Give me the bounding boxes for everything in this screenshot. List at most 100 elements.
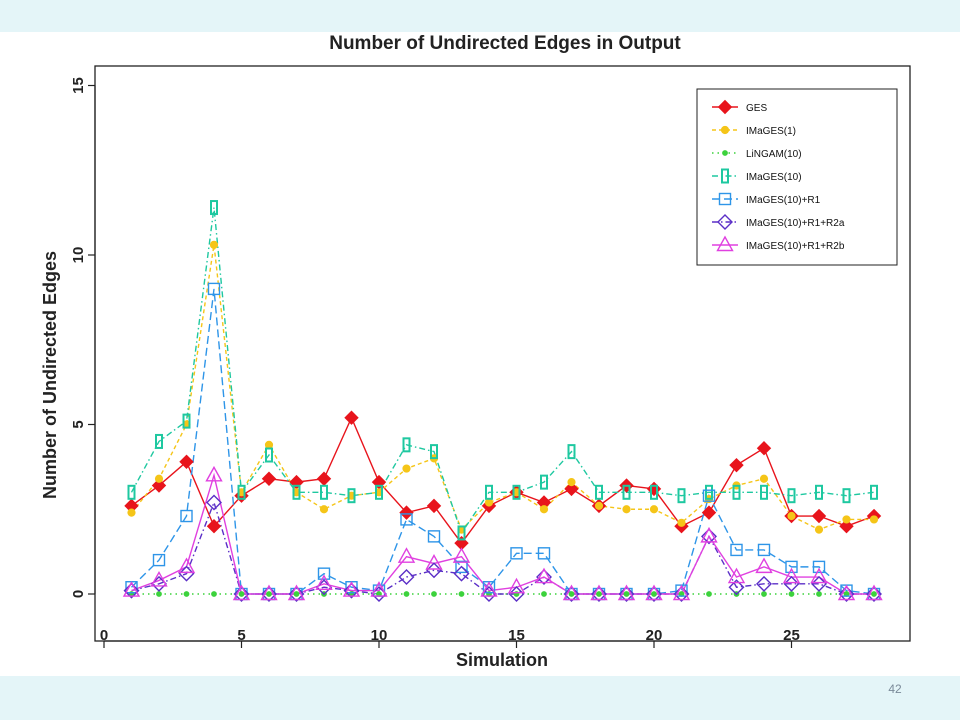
data-point-s3-18 bbox=[622, 484, 631, 500]
data-point-s6-18 bbox=[617, 584, 636, 601]
data-point-s3-5 bbox=[265, 447, 273, 463]
data-point-s3-10-shape bbox=[402, 437, 411, 453]
data-point-s3-26-shape bbox=[842, 488, 851, 504]
data-point-s3-8 bbox=[347, 488, 356, 504]
x-tick-label: 5 bbox=[237, 627, 245, 644]
data-point-s3-1-shape bbox=[155, 433, 163, 449]
data-point-s6-27 bbox=[865, 584, 883, 601]
y-tick-label: 0 bbox=[70, 590, 87, 598]
data-point-s6-1 bbox=[150, 570, 168, 587]
data-point-s3-12 bbox=[457, 525, 466, 541]
data-point-s1-1 bbox=[154, 474, 164, 483]
y-tick-label: 5 bbox=[70, 420, 87, 428]
data-point-s3-27-shape bbox=[870, 484, 878, 500]
legend-label-2: LiNGAM(10) bbox=[746, 149, 802, 160]
series-line-4 bbox=[131, 288, 875, 595]
data-point-s2-25 bbox=[816, 591, 822, 597]
line-chart: Number of Undirected Edges in Output 0 5 1… bbox=[40, 33, 911, 670]
data-point-s6-7 bbox=[315, 574, 333, 591]
data-point-s2-5 bbox=[266, 591, 272, 597]
data-point-s3-18-shape bbox=[622, 484, 631, 500]
data-point-s2-27 bbox=[871, 591, 877, 597]
data-point-s5-2 bbox=[178, 565, 195, 582]
x-tick-label: 0 bbox=[100, 627, 108, 644]
data-point-s0-1 bbox=[151, 478, 167, 493]
data-point-s4-2 bbox=[180, 509, 193, 523]
data-point-s3-16 bbox=[567, 444, 576, 460]
legend-marker-3-shape bbox=[721, 168, 729, 184]
data-point-s0-3 bbox=[206, 518, 222, 534]
data-point-s3-27 bbox=[870, 484, 878, 500]
data-point-s3-17 bbox=[595, 484, 603, 500]
data-point-s0-10 bbox=[399, 505, 414, 520]
data-point-s6-6 bbox=[287, 584, 306, 601]
data-point-s3-3-shape bbox=[210, 200, 218, 216]
legend-box bbox=[696, 88, 898, 266]
data-point-s1-24 bbox=[787, 511, 796, 521]
data-point-s6-10 bbox=[397, 547, 416, 563]
data-point-s5-0 bbox=[123, 582, 140, 599]
data-point-s4-14 bbox=[510, 547, 523, 560]
data-point-s1-17 bbox=[594, 501, 604, 510]
series-line-1 bbox=[130, 244, 874, 531]
data-point-s4-15 bbox=[537, 547, 551, 560]
series-line-5 bbox=[131, 500, 874, 595]
data-point-s2-12 bbox=[458, 591, 465, 597]
data-point-s3-16-shape bbox=[567, 444, 576, 460]
data-point-s3-7 bbox=[320, 484, 328, 500]
data-point-s5-23 bbox=[756, 575, 772, 592]
legend-label-3: IMaGES(10) bbox=[746, 172, 802, 183]
data-point-s6-22 bbox=[727, 567, 746, 584]
legend-marker-4 bbox=[718, 192, 732, 206]
slide-top-band bbox=[0, 0, 960, 32]
legend-marker-2 bbox=[722, 150, 728, 156]
x-axis-label: Simulation bbox=[456, 650, 548, 670]
data-point-s0-26 bbox=[839, 518, 854, 534]
legend-label-1: IMaGES(1) bbox=[746, 126, 796, 137]
data-point-s5-4 bbox=[233, 586, 250, 602]
data-point-s1-7 bbox=[319, 505, 329, 514]
data-point-s3-14 bbox=[512, 484, 521, 500]
legend-marker-1 bbox=[720, 125, 730, 135]
data-point-s6-9 bbox=[370, 581, 388, 597]
data-point-s4-24 bbox=[785, 560, 798, 574]
data-point-s2-16 bbox=[568, 591, 575, 597]
data-point-s3-20 bbox=[677, 488, 686, 504]
data-point-s6-15 bbox=[535, 567, 553, 584]
data-point-s2-19 bbox=[651, 591, 657, 597]
series-line-3 bbox=[130, 207, 875, 535]
data-point-s1-5 bbox=[264, 440, 274, 449]
data-point-s5-3 bbox=[206, 494, 222, 511]
legend-label-5: IMaGES(10)+R1+R2a bbox=[746, 218, 845, 229]
data-point-s4-21 bbox=[702, 489, 716, 502]
data-point-s3-25-shape bbox=[815, 484, 823, 500]
data-point-s5-25 bbox=[811, 575, 827, 592]
data-point-s6-4 bbox=[232, 584, 251, 601]
data-point-s5-6 bbox=[288, 586, 305, 602]
data-point-s4-12 bbox=[455, 560, 468, 574]
data-point-s3-20-shape bbox=[677, 488, 686, 504]
data-point-s6-5 bbox=[260, 584, 278, 601]
series-line-0 bbox=[131, 415, 875, 545]
data-point-s5-16 bbox=[563, 586, 580, 602]
data-point-s2-23 bbox=[761, 591, 767, 597]
data-point-s1-16 bbox=[567, 478, 576, 487]
data-point-s5-17 bbox=[591, 586, 607, 602]
y-tick-label: 15 bbox=[70, 77, 87, 94]
data-point-s3-13-shape bbox=[485, 484, 493, 500]
data-point-s3-15-shape bbox=[540, 474, 548, 490]
data-point-s6-8 bbox=[342, 581, 361, 597]
data-point-s6-26 bbox=[837, 584, 856, 601]
legend-marker-6 bbox=[716, 235, 734, 252]
data-point-s3-17-shape bbox=[595, 484, 603, 500]
y-tick-label: 10 bbox=[70, 247, 87, 264]
axes: 0 5 10 15 20 25 0 5 10 15 bbox=[70, 77, 800, 648]
data-point-s3-24 bbox=[787, 488, 796, 504]
data-point-s5-14 bbox=[508, 586, 525, 602]
data-point-s4-3 bbox=[207, 282, 221, 296]
data-point-s1-25 bbox=[814, 525, 824, 534]
data-point-s3-9 bbox=[375, 484, 383, 500]
data-point-s2-6 bbox=[293, 591, 300, 597]
data-point-s4-11 bbox=[427, 530, 441, 543]
data-point-s6-16 bbox=[562, 584, 581, 601]
